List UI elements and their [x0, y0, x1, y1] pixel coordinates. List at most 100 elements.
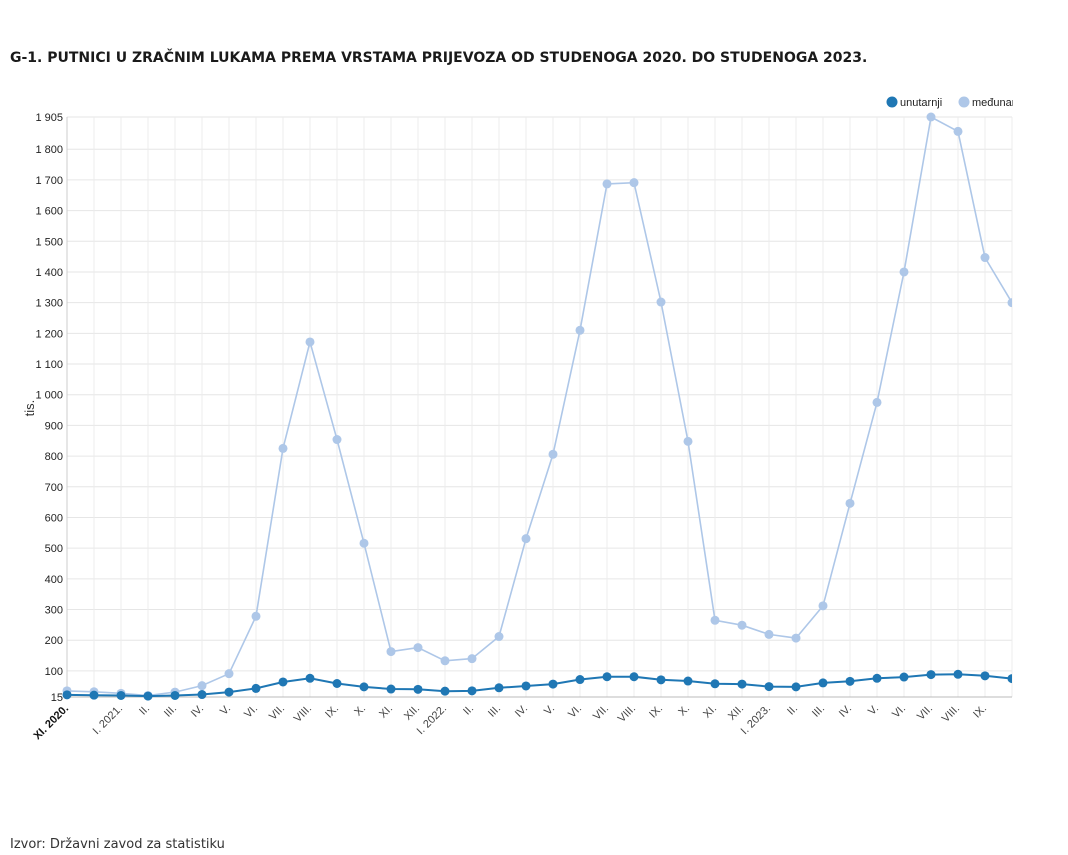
data-point [629, 672, 639, 682]
data-point [494, 632, 504, 642]
grid-lines [66, 116, 1013, 698]
legend-items: unutarnji međunarodni [886, 96, 1037, 110]
x-tick-label: XII. [402, 703, 422, 723]
data-point [494, 683, 504, 693]
data-point [548, 679, 558, 689]
x-tick-label: I. 2022. [415, 703, 449, 737]
x-tick-label: IX. [647, 703, 665, 721]
data-point [710, 679, 720, 689]
data-point [251, 611, 261, 621]
x-tick-label: X. [352, 703, 368, 719]
x-tick-label: VI. [242, 703, 260, 721]
data-point [170, 690, 180, 700]
data-point [386, 684, 396, 694]
data-point [737, 679, 747, 689]
data-point [413, 643, 423, 653]
data-point [602, 179, 612, 189]
x-tick-label: X. [676, 703, 692, 719]
x-tick-label: IX. [971, 703, 989, 721]
data-point [872, 673, 882, 683]
x-tick-label: XII. [726, 703, 746, 723]
x-tick-label: VII. [915, 703, 935, 723]
x-tick-label: VIII. [292, 703, 314, 725]
x-tick-label: I. 2023. [739, 703, 773, 737]
x-tick-label: II. [785, 703, 800, 718]
data-point [332, 435, 342, 445]
data-point [656, 297, 666, 307]
data-point [278, 443, 288, 453]
data-point [359, 538, 369, 548]
data-point [305, 337, 315, 347]
data-point [764, 682, 774, 692]
chart-title: G-1. PUTNICI U ZRAČNIM LUKAMA PREMA VRST… [10, 50, 868, 66]
legend-marker [958, 96, 970, 108]
y-tick-label: 200 [45, 635, 63, 647]
data-point [575, 675, 585, 685]
x-tick-label: VI. [890, 703, 908, 721]
data-point [143, 691, 153, 701]
data-point [656, 675, 666, 685]
x-tick-label: VIII. [940, 703, 962, 725]
x-tick-label: II. [461, 703, 476, 718]
data-point [1007, 674, 1012, 684]
x-tick-label: IV. [189, 703, 206, 720]
series-layer [62, 112, 1012, 701]
data-point [116, 690, 126, 700]
data-point [710, 615, 720, 625]
data-point [467, 654, 477, 664]
data-point [791, 682, 801, 692]
legend-item-medunarodni[interactable]: međunarodni [958, 96, 1037, 110]
x-tick-label: II. [137, 703, 152, 718]
x-tick-label: VII. [267, 703, 287, 723]
series-line [66, 115, 1012, 697]
data-point [926, 112, 936, 122]
data-point [305, 673, 315, 683]
x-tick-label: VI. [566, 703, 584, 721]
data-point [251, 683, 261, 693]
data-point [440, 656, 450, 666]
data-point [386, 647, 396, 657]
data-point [629, 178, 639, 188]
data-point [224, 669, 234, 679]
y-axis: 15 100 200 300 400 500 600 700 800 900 1 000 1 100 1… [35, 112, 68, 704]
data-point [818, 678, 828, 688]
x-tick-label: V. [218, 703, 233, 718]
legend[interactable]: unutarnji međunarodni [886, 96, 1037, 110]
data-point [764, 629, 774, 639]
data-point [62, 690, 72, 700]
y-tick-label: 1 100 [35, 359, 63, 371]
x-tick-label: III. [810, 703, 827, 720]
series-line [66, 673, 1012, 698]
x-tick-label: V. [866, 703, 881, 718]
data-point [818, 601, 828, 611]
x-tick-label: VII. [591, 703, 611, 723]
data-point [845, 498, 855, 508]
y-axis-label: tis. [22, 400, 37, 417]
line-chart: 15 100 200 300 400 500 600 700 800 900 1 000 1 100 1… [22, 96, 1037, 743]
data-point [872, 397, 882, 407]
series-medunarodni [62, 112, 1012, 700]
legend-item-unutarnji[interactable]: unutarnji [886, 96, 943, 110]
y-tick-label: 400 [45, 574, 63, 586]
x-tick-label: IX. [323, 703, 341, 721]
data-point [899, 672, 909, 682]
x-tick-label: XI. 2020. [31, 703, 71, 743]
x-tick-label: XI. [701, 703, 719, 721]
data-point [683, 676, 693, 686]
data-point [845, 676, 855, 686]
x-tick-label: V. [542, 703, 557, 718]
data-point [440, 686, 450, 696]
y-tick-label: 1 400 [35, 267, 63, 279]
data-point [332, 678, 342, 688]
data-point [899, 267, 909, 277]
y-tick-label: 1 700 [35, 175, 63, 187]
y-tick-label: 300 [45, 605, 63, 617]
x-tick-label: I. 2021. [91, 703, 125, 737]
y-tick-label: 100 [45, 666, 63, 678]
source-note: Izvor: Državni zavod za statistiku [10, 837, 225, 852]
x-axis: XI. 2020. I. 2021. II. III. IV. V. VI. VII. VIII… [31, 696, 1012, 743]
data-point [224, 687, 234, 697]
legend-marker [886, 96, 898, 108]
y-tick-label: 1 905 [35, 112, 63, 124]
data-point [467, 686, 477, 696]
